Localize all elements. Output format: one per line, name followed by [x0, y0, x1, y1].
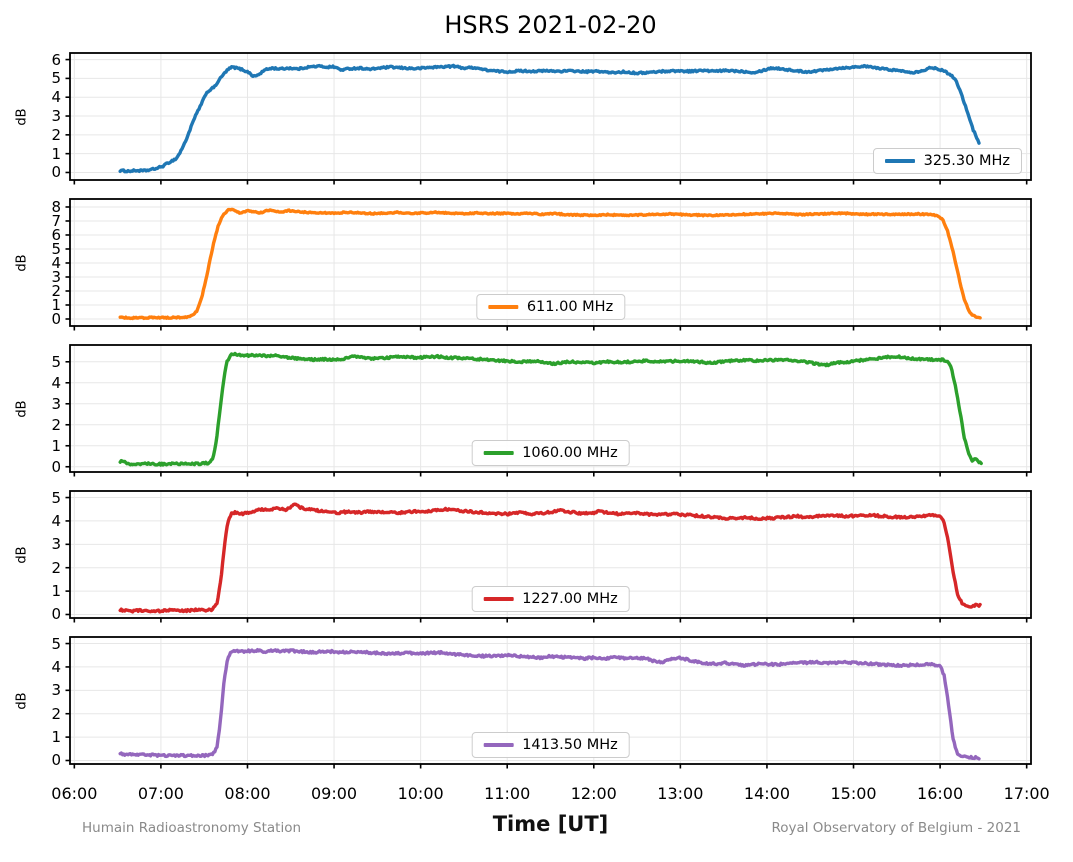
legend-line-sample	[884, 159, 915, 163]
y-tick-label: 5	[51, 69, 61, 88]
x-tick-label: 10:00	[397, 784, 444, 803]
y-tick-label: 3	[51, 107, 61, 126]
x-tick-label: 14:00	[743, 784, 790, 803]
y-tick-label: 3	[51, 394, 61, 413]
y-tick-label: 5	[51, 352, 61, 371]
legend-1413-50-mhz: 1413.50 MHz	[471, 732, 630, 758]
y-tick-label: 1	[51, 295, 61, 314]
legend-line-sample	[483, 743, 514, 747]
x-tick-label: 08:00	[224, 784, 271, 803]
legend-line-sample	[483, 451, 514, 455]
y-tick-label: 1	[51, 728, 61, 747]
chart-title: HSRS 2021-02-20	[444, 11, 657, 39]
y-tick-label: 0	[51, 457, 61, 476]
x-tick-label: 16:00	[917, 784, 964, 803]
legend-label: 1060.00 MHz	[522, 445, 618, 461]
y-tick-label: 5	[51, 488, 61, 507]
y-axis-label-panel3: dB	[14, 399, 30, 418]
y-tick-label: 5	[51, 634, 61, 653]
y-axis-label-panel2: dB	[14, 253, 30, 272]
x-tick-label: 17:00	[1003, 784, 1050, 803]
legend-label: 325.30 MHz	[923, 153, 1010, 169]
y-tick-label: 2	[51, 415, 61, 434]
y-tick-label: 4	[51, 253, 61, 272]
x-tick-label: 13:00	[657, 784, 704, 803]
y-tick-label: 3	[51, 681, 61, 700]
y-tick-label: 0	[51, 751, 61, 770]
y-tick-label: 0	[51, 163, 61, 182]
y-tick-label: 4	[51, 373, 61, 392]
footer-station-credit: Humain Radioastronomy Station	[82, 820, 302, 836]
y-axis-label-panel4: dB	[14, 545, 30, 564]
legend-1227-00-mhz: 1227.00 MHz	[471, 586, 630, 612]
legend-label: 1413.50 MHz	[522, 737, 618, 753]
y-tick-label: 6	[51, 225, 61, 244]
y-tick-label: 8	[51, 197, 61, 216]
y-tick-label: 2	[51, 558, 61, 577]
legend-1060-00-mhz: 1060.00 MHz	[471, 440, 630, 466]
y-axis-label-panel1: dB	[14, 107, 30, 126]
x-tick-label: 09:00	[310, 784, 358, 803]
x-tick-label: 15:00	[830, 784, 877, 803]
legend-325-30-mhz: 325.30 MHz	[872, 148, 1022, 174]
y-tick-label: 5	[51, 239, 61, 258]
y-tick-label: 1	[51, 144, 61, 163]
y-tick-label: 2	[51, 704, 61, 723]
x-tick-label: 12:00	[570, 784, 617, 803]
y-tick-label: 4	[51, 657, 61, 676]
y-tick-label: 4	[51, 511, 61, 530]
legend-611-00-mhz: 611.00 MHz	[475, 294, 626, 320]
y-tick-label: 2	[51, 281, 61, 300]
y-tick-label: 1	[51, 436, 61, 455]
y-tick-label: 6	[51, 50, 61, 69]
legend-line-sample	[483, 597, 514, 601]
y-tick-label: 0	[51, 309, 61, 328]
legend-label: 1227.00 MHz	[522, 591, 618, 607]
legend-label: 611.00 MHz	[526, 299, 614, 315]
x-tick-label: 11:00	[484, 784, 531, 803]
y-tick-label: 3	[51, 267, 61, 286]
footer-observatory-credit: Royal Observatory of Belgium - 2021	[771, 820, 1021, 836]
y-tick-label: 4	[51, 88, 61, 107]
x-axis-title: Time [UT]	[492, 812, 609, 836]
y-tick-label: 7	[51, 211, 61, 230]
legend-line-sample	[487, 305, 518, 309]
y-tick-label: 2	[51, 125, 61, 144]
y-tick-label: 0	[51, 605, 61, 624]
y-tick-label: 3	[51, 535, 61, 554]
y-axis-label-panel5: dB	[14, 691, 30, 710]
y-tick-label: 1	[51, 582, 61, 601]
x-tick-label: 07:00	[137, 784, 184, 803]
x-tick-label: 06:00	[51, 784, 98, 803]
